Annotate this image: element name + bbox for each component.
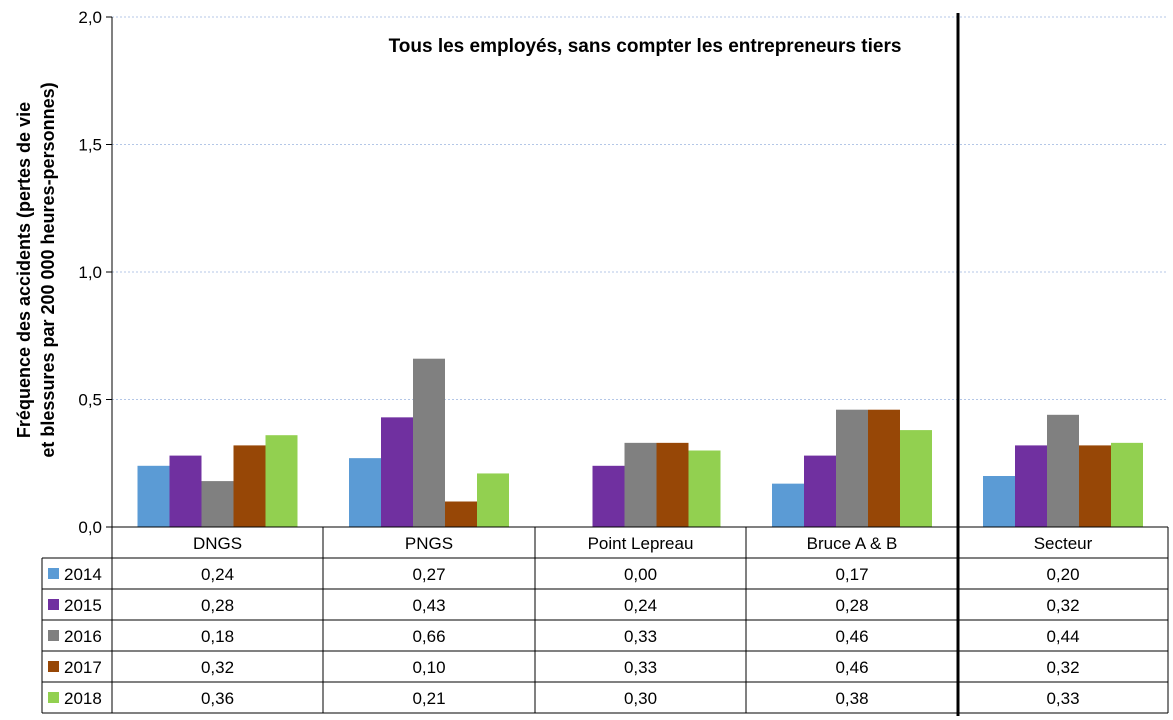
data-label: 0,24 [624,596,657,615]
bar-2017-pngs [445,501,477,527]
data-label: 0,33 [624,627,657,646]
data-label: 0,36 [201,689,234,708]
bar-2016-point-lepreau [624,442,657,527]
legend-swatch [48,692,59,703]
y-tick-label: 1,0 [78,263,102,282]
y-tick-label: 0,0 [78,518,102,537]
bar-2018-bruce-a-b [900,430,932,527]
bar-2014-dngs [137,465,170,527]
legend-swatch [48,630,59,641]
bar-2016-pngs [413,358,445,527]
data-table: DNGS PNGS Point Lepreau Bruce A & B Secteur 2… [41,13,1169,716]
category-label: DNGS [193,534,242,553]
legend-entry: 2018 [64,689,102,708]
bar-2015-point-lepreau [592,465,625,527]
bar-2017-dngs [233,445,266,527]
bar-2015-pngs [381,417,413,527]
bar-2017-point-lepreau [656,442,689,527]
gridlines [106,16,1168,528]
data-label: 0,33 [1046,689,1079,708]
bar-2016-dngs [201,481,234,527]
bar-2014-bruce-a-b [772,483,804,527]
data-label: 0,32 [1046,596,1079,615]
category-label: PNGS [405,534,453,553]
legend-entry: 2014 [64,565,102,584]
category-label: Point Lepreau [588,534,694,553]
bar-2015-bruce-a-b [804,455,836,527]
y-axis-label-line-1: Fréquence des accidents (pertes de vie [14,102,34,438]
data-label: 0,32 [1046,658,1079,677]
data-label: 0,46 [835,627,868,646]
y-tick-label: 2,0 [78,8,102,27]
legend-entry: 2017 [64,658,102,677]
bars [137,358,1143,527]
chart-title: Tous les employés, sans compter les entr… [389,36,902,57]
legend-entry: 2016 [64,627,102,646]
y-axis-label-line-2: et blessures par 200 000 heures-personne… [38,82,58,457]
bar-2014-pngs [349,458,381,527]
bar-2017-secteur [1079,445,1111,527]
bar-2015-secteur [1015,445,1047,527]
bar-2017-bruce-a-b [868,409,900,527]
y-tick-labels: 0,0 0,5 1,0 1,5 2,0 [78,8,102,537]
bar-2018-point-lepreau [688,450,721,527]
data-label: 0,66 [412,627,445,646]
data-label: 0,43 [412,596,445,615]
data-label: 0,17 [835,565,868,584]
bar-2018-pngs [477,473,509,527]
data-label: 0,33 [624,658,657,677]
bar-2016-bruce-a-b [836,409,868,527]
data-label: 0,30 [624,689,657,708]
category-label: Secteur [1034,534,1093,553]
legend-swatch [48,661,59,672]
bar-2014-secteur [983,476,1015,527]
y-tick-label: 1,5 [78,136,102,155]
bar-2015-dngs [169,455,202,527]
data-label: 0,27 [412,565,445,584]
legend-swatch [48,568,59,579]
data-label: 0,28 [201,596,234,615]
y-tick-label: 0,5 [78,391,102,410]
bar-2018-dngs [265,435,298,527]
y-axis-label: Fréquence des accidents (pertes de vie e… [14,82,58,457]
data-label: 0,44 [1046,627,1079,646]
data-label: 0,28 [835,596,868,615]
legend-entry: 2015 [64,596,102,615]
bar-2016-secteur [1047,414,1079,527]
bar-2018-secteur [1111,442,1143,527]
data-label: 0,46 [835,658,868,677]
data-label: 0,32 [201,658,234,677]
category-label: Bruce A & B [807,534,898,553]
legend-swatch [48,599,59,610]
data-label: 0,00 [624,565,657,584]
data-label: 0,21 [412,689,445,708]
data-label: 0,24 [201,565,234,584]
data-label: 0,38 [835,689,868,708]
data-label: 0,10 [412,658,445,677]
data-label: 0,18 [201,627,234,646]
data-label: 0,20 [1046,565,1079,584]
